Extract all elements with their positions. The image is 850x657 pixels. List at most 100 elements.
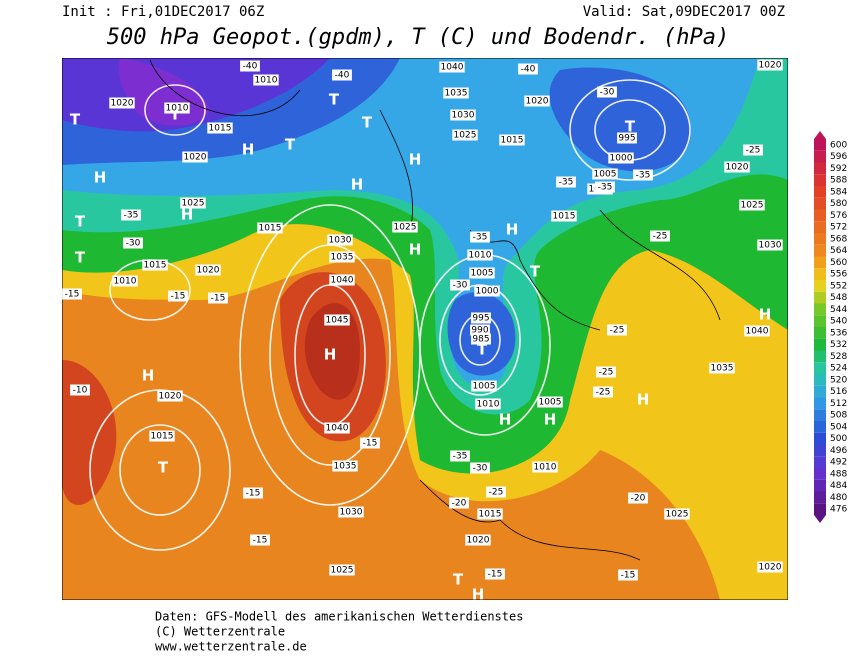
temperature-label: -10 <box>73 386 88 396</box>
label-box <box>524 95 550 107</box>
pressure-center: T <box>70 111 81 129</box>
label-box <box>757 561 783 573</box>
colorbar-label: 564 <box>830 246 847 256</box>
colorbar-swatch <box>814 338 826 351</box>
isobar-label: 1020 <box>159 392 182 402</box>
pressure-center: H <box>351 176 364 194</box>
coastlines <box>149 59 721 561</box>
label-box <box>329 564 355 576</box>
pressure-center: T <box>285 136 296 154</box>
temperature-label: -25 <box>746 146 761 156</box>
temperature-label: -40 <box>335 71 350 81</box>
isobar-label: 990 <box>471 326 488 336</box>
temperature-label: -25 <box>489 488 504 498</box>
temperature-label: -25 <box>596 388 611 398</box>
pressure-center: H <box>472 586 485 604</box>
label-box <box>470 324 490 336</box>
label-box <box>123 237 143 249</box>
label-box <box>168 290 188 302</box>
label-box <box>329 274 355 286</box>
isobar-label: 995 <box>618 134 635 144</box>
label-box <box>332 69 352 81</box>
colorbar-swatch <box>814 197 826 210</box>
colorbar-swatch <box>814 491 826 504</box>
isobar-label: 1000 <box>476 287 499 297</box>
colorbar-swatch <box>814 280 826 292</box>
pressure-center: T <box>329 91 340 109</box>
pressure-center: H <box>409 151 422 169</box>
colorbar-swatch <box>814 150 826 163</box>
colorbar-label: 560 <box>830 258 847 268</box>
temperature-label: -25 <box>653 232 668 242</box>
colorbar-label: 548 <box>830 293 847 303</box>
colorbar-label: 580 <box>830 199 847 209</box>
colorbar-swatch <box>814 374 826 386</box>
label-box <box>243 487 263 499</box>
label-box <box>195 264 221 276</box>
temperature-label: -30 <box>600 88 615 98</box>
isobar-label: 1045 <box>326 316 349 326</box>
colorbar-label: 512 <box>830 399 847 409</box>
colorbar-label: 484 <box>830 481 847 491</box>
colorbar-swatch <box>814 350 826 363</box>
isobar-label: 1030 <box>340 508 363 518</box>
label-box <box>465 534 491 546</box>
label-box <box>664 508 690 520</box>
pressure-center: T <box>75 213 86 231</box>
temperature-label: -15 <box>363 439 378 449</box>
colorbar-swatch <box>814 456 826 468</box>
label-box <box>452 129 478 141</box>
label-box <box>449 497 469 509</box>
colorbar-swatch <box>814 221 826 233</box>
label-box <box>474 285 500 297</box>
footer-line: (C) Wetterzentrale <box>155 625 285 639</box>
pressure-center: T <box>530 263 541 281</box>
label-box <box>633 169 653 181</box>
pressure-center: T <box>170 106 181 124</box>
label-box <box>650 230 670 242</box>
colorbar-label: 524 <box>830 364 847 374</box>
label-box <box>180 197 206 209</box>
label-box <box>607 324 627 336</box>
isobar-label: 1025 <box>666 510 689 520</box>
temperature-label: -15 <box>171 292 186 302</box>
isobar-label: 1040 <box>326 424 349 434</box>
isobar-label: 1025 <box>454 131 477 141</box>
temperature-label: -20 <box>631 494 646 504</box>
label-box <box>253 74 279 86</box>
label-box <box>109 97 135 109</box>
pressure-center: T <box>477 341 488 359</box>
isobar-label: 1015 <box>144 261 167 271</box>
colorbar-arrow <box>814 131 826 139</box>
isobar-label: 1015 <box>151 432 174 442</box>
colorbar-swatch <box>814 209 826 222</box>
isobar-label: 1010 <box>477 400 500 410</box>
label-box <box>470 231 490 243</box>
temperature-label: -30 <box>473 464 488 474</box>
label-box <box>70 384 90 396</box>
temperature-label: -35 <box>636 171 651 181</box>
colorbar-swatch <box>814 162 826 175</box>
label-box <box>596 366 616 378</box>
label-box <box>450 450 470 462</box>
label-box <box>551 210 577 222</box>
isobar-label: 1015 <box>553 212 576 222</box>
label-box <box>739 199 765 211</box>
isobar-label: 1015 <box>501 136 524 146</box>
colorbar-swatch <box>814 397 826 410</box>
label-box <box>471 380 497 392</box>
label-box <box>360 437 380 449</box>
isobar-label: 1020 <box>726 163 749 173</box>
label-box <box>469 267 495 279</box>
pressure-center: H <box>94 169 107 187</box>
temperature-label: -15 <box>211 294 226 304</box>
label-box <box>709 362 735 374</box>
isobar-label: 1030 <box>759 241 782 251</box>
colorbar-label: 520 <box>830 375 847 385</box>
colorbar-label: 576 <box>830 211 847 221</box>
colorbar-swatch <box>814 256 826 269</box>
isobar-label: 995 <box>472 314 489 324</box>
colorbar-label: 528 <box>830 352 847 362</box>
